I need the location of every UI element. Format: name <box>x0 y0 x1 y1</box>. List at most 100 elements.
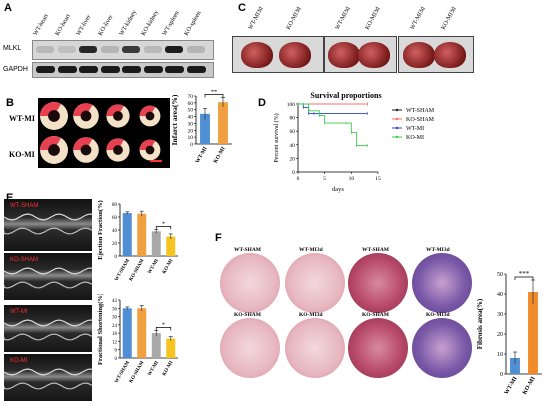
significance-bracket <box>155 327 172 331</box>
x-axis-title: days <box>332 186 344 193</box>
histology-label: WT-SHAM <box>234 247 261 253</box>
y-tick-label: 30 <box>497 312 503 318</box>
significance-marker: *** <box>519 270 530 278</box>
histology-label: WT-SHAM <box>362 247 389 253</box>
histology-section <box>285 253 345 313</box>
y-tick-label: 0 <box>292 170 295 176</box>
x-tick-label: 15 <box>375 176 381 182</box>
significance-bracket <box>204 94 224 98</box>
echo-label: WT-MI <box>10 309 28 315</box>
heart-label: KO-MI3d <box>284 5 303 31</box>
gapdh-band <box>122 66 141 73</box>
category-label: KO-SHAM <box>129 360 146 384</box>
echo-label: KO-MI <box>10 358 28 364</box>
histology-section <box>412 253 472 313</box>
histology-section <box>412 318 472 378</box>
blot-lane-label: KO-liver <box>96 13 114 37</box>
echo-image <box>4 253 92 300</box>
echo-image <box>4 199 92 251</box>
histology-label: KO-SHAM <box>234 312 261 318</box>
blot-lane-label: WT-kidney <box>117 8 139 37</box>
x-tick-label: 5 <box>323 176 326 182</box>
blot-lane-label: KO-spleen <box>182 9 203 37</box>
mlkl-band <box>57 46 76 53</box>
bar <box>528 292 538 374</box>
category-label: WT-MI <box>504 375 519 395</box>
category-label: KO-MI <box>522 375 537 395</box>
panel-label-c: C <box>238 2 246 14</box>
y-tick-label: 60 <box>112 216 118 221</box>
y-tick-label: 36 <box>112 307 118 312</box>
significance-marker: * <box>162 221 165 227</box>
mlkl-band <box>79 46 97 53</box>
bar <box>151 333 161 358</box>
section-row-label-wt-mi: WT-MI <box>9 114 35 123</box>
category-label: KO-MI <box>162 258 174 274</box>
y-axis-title: Fibrosis area(%) <box>476 298 484 349</box>
bar <box>218 102 228 144</box>
y-axis-title: Percent survival (%) <box>273 113 280 162</box>
y-tick-label: 0 <box>190 142 193 148</box>
histology-section <box>348 253 408 313</box>
gapdh-band <box>57 66 77 73</box>
y-tick-label: 50 <box>188 108 194 114</box>
heart-icon <box>402 42 435 68</box>
panel-label-b: B <box>6 97 14 109</box>
bar <box>122 213 132 256</box>
bar <box>122 308 132 358</box>
panel-label-e: E <box>6 192 14 204</box>
histology-label: KO-MI3d <box>299 312 323 318</box>
heart-label: KO-MI3d <box>439 5 458 31</box>
fibrosis-area-chart: 0 10 20 30 40 50 WT-MI KO-MI *** Fibrosis area(%) <box>476 270 542 396</box>
significance-bracket <box>514 276 534 280</box>
bar <box>151 231 161 256</box>
y-tick-label: 20 <box>188 128 194 134</box>
heart-icon <box>327 42 360 68</box>
blot-row-label-gapdh: GAPDH <box>3 66 28 73</box>
blot-lane-label: WT-spleen <box>160 9 181 37</box>
legend-label: KO-MI <box>406 135 424 141</box>
y-tick-label: 18 <box>112 332 118 337</box>
mlkl-band <box>36 46 54 53</box>
y-tick-label: 30 <box>112 316 118 321</box>
mlkl-band <box>122 46 140 53</box>
ttc-sections-svg <box>40 102 162 164</box>
legend-label: WT-MI <box>406 126 424 132</box>
blot-row-label-mlkl: MLKL <box>3 45 22 52</box>
blot-strip-gapdh <box>32 62 214 78</box>
y-tick-label: 20 <box>112 242 118 247</box>
heart-icon <box>241 42 274 68</box>
y-tick-label: 12 <box>112 340 118 345</box>
y-tick-label: 20 <box>497 332 503 338</box>
y-tick-label: 50 <box>497 272 503 278</box>
gapdh-band <box>143 66 163 73</box>
echo-image <box>4 354 92 401</box>
heart-label: KO-MI3d <box>363 5 382 31</box>
section-row-label-ko-mi: KO-MI <box>9 150 35 159</box>
heart-icon <box>357 42 390 68</box>
survival-chart: Survival proportions 0 20 40 60 80 100 0 5 10 15 da… <box>273 91 435 193</box>
mlkl-band <box>143 46 162 53</box>
gapdh-band <box>100 66 120 73</box>
histology-section <box>220 253 280 313</box>
category-label: KO-MI <box>213 146 227 164</box>
heart-label: WT-MI3d <box>408 5 427 31</box>
y-tick-label: 60 <box>188 101 194 107</box>
echo-label: WT-SHAM <box>10 203 39 209</box>
heart-label: WT-MI3d <box>247 5 265 31</box>
heart-icon <box>279 42 311 68</box>
blot-lane-label: KO-heart <box>53 12 72 37</box>
panel-label-f: F <box>215 232 222 244</box>
y-tick-label: 40 <box>112 229 118 234</box>
histology-section <box>285 318 345 378</box>
panel-label-a: A <box>4 2 12 14</box>
y-tick-label: 40 <box>290 143 296 149</box>
legend-label: KO-SHAM <box>406 117 435 123</box>
bar <box>200 113 210 144</box>
y-tick-label: 42 <box>112 299 118 304</box>
western-blot: MLKL GAPDH WT-heart KO-heart WT-liver KO-li… <box>0 0 215 80</box>
y-axis-title: Ejection Fraction(%) <box>97 200 104 259</box>
histology-section <box>348 318 408 378</box>
y-tick-label: 80 <box>112 203 118 208</box>
